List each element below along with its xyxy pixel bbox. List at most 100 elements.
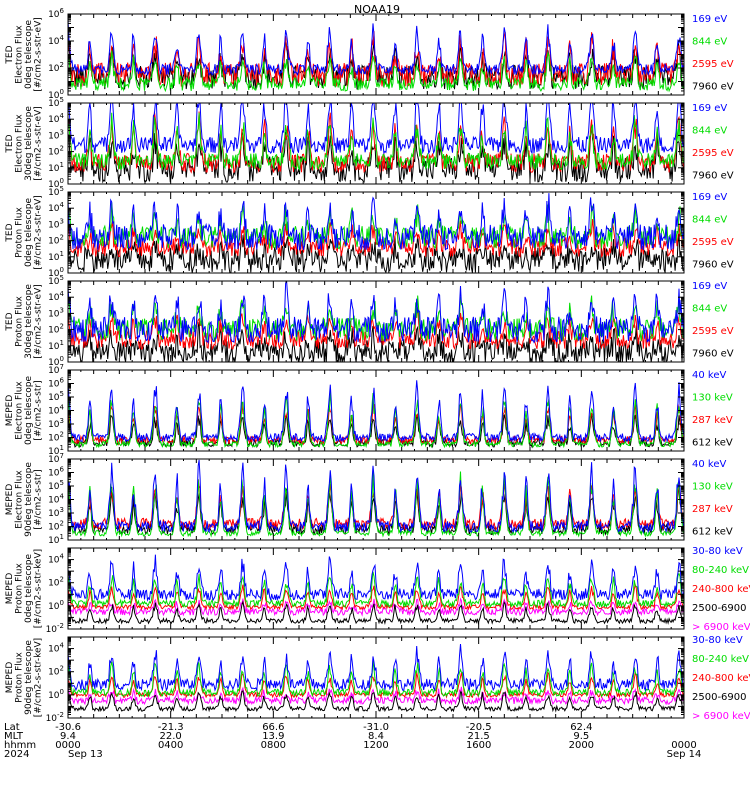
y-tick-label: 104 — [48, 404, 64, 417]
x-row-label: hhmm — [4, 740, 36, 751]
y-tick-base: 10 — [48, 482, 60, 492]
legend-entry: 7960 eV — [692, 349, 734, 360]
y-tick-label: 104 — [48, 290, 64, 303]
ylabel-line: MEPED — [5, 484, 15, 516]
y-tick-base: 10 — [48, 277, 60, 287]
ylabel-line: Proton Flux — [15, 652, 25, 703]
y-tick-exponent: 4 — [60, 34, 65, 42]
y-tick-exponent: 1 — [60, 161, 64, 169]
y-tick-base: 10 — [48, 188, 60, 198]
legend-entry: 2500-6900 — [692, 603, 747, 614]
ylabel-line: TED — [5, 223, 15, 242]
y-tick-exponent: -2 — [57, 711, 64, 719]
x-axis-labels: Lat -30.6 -21.3 66.6 -31.0 -20.5 62.4 MLT 9.4 22.… — [4, 722, 701, 760]
y-tick-label: 101 — [48, 533, 64, 546]
y-tick-exponent: 4 — [60, 112, 65, 120]
y-tick-exponent: 3 — [60, 128, 64, 136]
series-line-meped-p-90-4 — [68, 644, 684, 692]
legend-entry: 2595 eV — [692, 59, 734, 70]
x-row-value: 9.5 — [573, 731, 589, 742]
y-tick-base: 10 — [48, 342, 60, 352]
y-tick-label: 107 — [48, 363, 64, 376]
y-tick-label: 100 — [48, 688, 64, 701]
y-tick-label: 104 — [48, 493, 64, 506]
x-row-value: Sep 13 — [68, 749, 103, 760]
ylabel-line: 0deg telescope — [24, 20, 34, 90]
x-row-value: -20.5 — [466, 722, 492, 733]
y-tick-exponent: 2 — [60, 323, 64, 331]
y-tick-base: 10 — [48, 380, 60, 390]
legend-entry: 2595 eV — [692, 148, 734, 159]
y-tick-base: 10 — [48, 393, 60, 403]
legend-entry: 2595 eV — [692, 326, 734, 337]
legend-entry: 30-80 keV — [692, 546, 743, 557]
legend-entry: 169 eV — [692, 14, 727, 25]
legend-entry: 169 eV — [692, 192, 727, 203]
y-tick-base: 10 — [48, 455, 60, 465]
x-row-value: 22.0 — [160, 731, 182, 742]
panel-series-group — [68, 193, 684, 273]
y-tick-exponent: 2 — [60, 576, 64, 584]
legend-entry: 40 keV — [692, 370, 726, 381]
y-tick-label: 103 — [48, 217, 64, 230]
legend-entry: 169 eV — [692, 103, 727, 114]
ylabel-line: Proton Flux — [15, 296, 25, 347]
y-tick-base: 10 — [48, 309, 60, 319]
y-tick-base: 10 — [48, 523, 60, 533]
ylabel-line: 0deg telescope — [24, 376, 34, 446]
y-tick-exponent: 0 — [60, 266, 64, 274]
y-tick-exponent: 5 — [60, 390, 64, 398]
y-tick-base: 10 — [48, 64, 60, 74]
y-tick-base: 10 — [48, 358, 60, 368]
y-tick-base: 10 — [48, 115, 60, 125]
x-row-value: -30.6 — [55, 722, 81, 733]
x-row-value: 9.4 — [60, 731, 76, 742]
series-line-ted-p-0-1 — [68, 218, 684, 258]
x-row-value: 1200 — [363, 740, 388, 751]
y-tick-base: 10 — [48, 269, 60, 279]
y-tick-label: 106 — [48, 377, 64, 390]
y-tick-label: 103 — [48, 417, 64, 430]
y-tick-base: 10 — [48, 164, 60, 174]
x-row-value: 0000 — [671, 740, 696, 751]
ylabel-line: [#/cm2-s-str-eV] — [34, 284, 44, 359]
y-tick-base: 10 — [48, 366, 60, 376]
y-tick-base: 10 — [48, 602, 60, 612]
series-line-meped-p-0-4 — [68, 554, 684, 602]
legend-entry: 80-240 keV — [692, 565, 749, 576]
y-tick-exponent: 2 — [60, 520, 64, 528]
y-tick-label: 104 — [48, 201, 64, 214]
y-tick-label: 103 — [48, 128, 64, 141]
series-line-ted-p-30-1 — [68, 307, 684, 351]
y-tick-base: 10 — [46, 625, 58, 635]
ylabel-line: TED — [5, 134, 15, 153]
ylabel-line: [#/cm2-s-str-eV] — [34, 17, 44, 92]
series-line-meped-p-0-3 — [68, 571, 684, 609]
y-tick-exponent: 6 — [60, 7, 65, 15]
y-tick-exponent: 5 — [60, 274, 64, 282]
panel-ylabel: TEDProton Flux0deg telescope[#/cm2-s-str… — [5, 195, 44, 270]
ylabel-line: Electron Flux — [15, 470, 25, 529]
y-tick-label: 102 — [48, 61, 64, 74]
legend-entry: 130 keV — [692, 482, 733, 493]
legend-entry: 2500-6900 — [692, 692, 747, 703]
y-tick-exponent: 4 — [60, 493, 65, 501]
y-tick-label: 102 — [48, 145, 64, 158]
y-tick-base: 10 — [48, 180, 60, 190]
legend-entry: 240-800 keV — [692, 673, 750, 684]
series-line-meped-p-0-0 — [68, 597, 684, 617]
legend-entry: 7960 eV — [692, 171, 734, 182]
x-row-value: 1600 — [466, 740, 491, 751]
y-tick-exponent: 2 — [60, 145, 64, 153]
ylabel-line: MEPED — [5, 573, 15, 605]
y-tick-label: 104 — [48, 553, 64, 566]
series-line-meped-e-0-3 — [68, 380, 684, 444]
legend-entry: 7960 eV — [692, 82, 734, 93]
y-tick-label: 103 — [48, 306, 64, 319]
panel-ylabel: MEPEDProton Flux90deg telescope[#/cm2-s-… — [5, 638, 44, 717]
